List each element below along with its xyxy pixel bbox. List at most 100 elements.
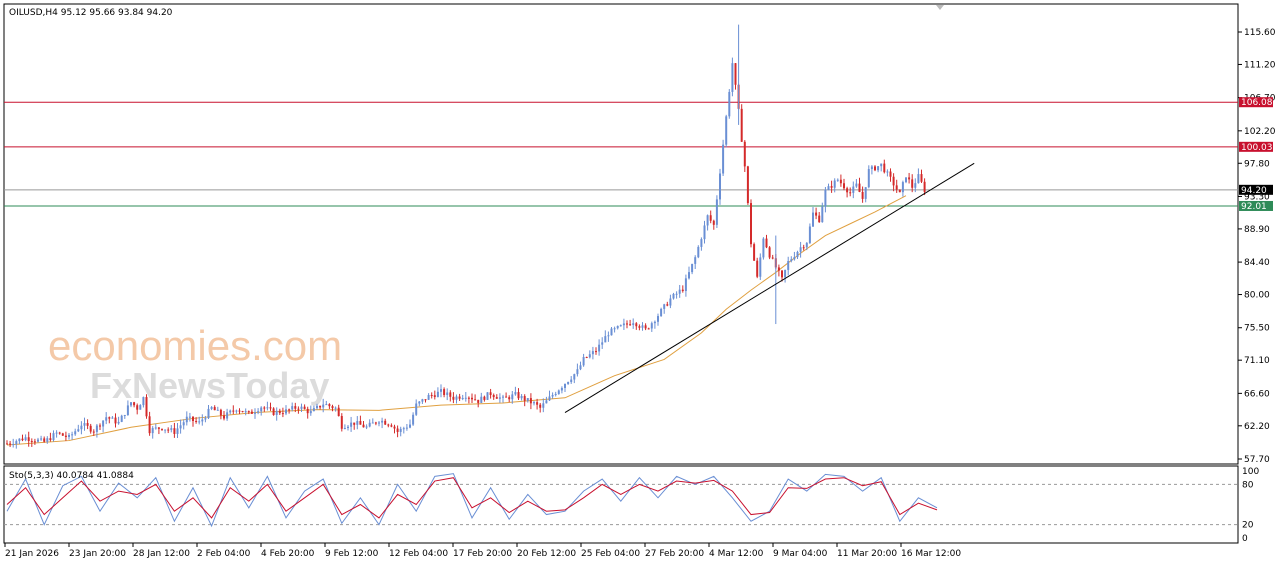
- horizontal-levels: [4, 101, 1238, 207]
- candle-body: [672, 293, 675, 299]
- candle-body: [619, 325, 622, 327]
- candle-body: [6, 443, 8, 445]
- candle-body: [787, 261, 790, 270]
- candle-body: [712, 220, 715, 225]
- candle-body: [229, 410, 232, 413]
- candle-body: [647, 328, 650, 330]
- candle-body: [675, 293, 678, 295]
- candle-body: [272, 408, 275, 415]
- candle-body: [582, 357, 585, 366]
- candle-body: [898, 189, 901, 193]
- candle-body: [446, 392, 449, 395]
- candle-body: [334, 407, 337, 409]
- candle-body: [337, 407, 340, 417]
- candle-body: [728, 91, 731, 117]
- candle-body: [762, 238, 765, 258]
- candle-body: [142, 397, 145, 406]
- level-tag-bg: [1239, 97, 1273, 108]
- candle-body: [886, 171, 889, 173]
- candle-body: [703, 225, 706, 240]
- time-tick-label: 27 Feb 20:00: [645, 549, 704, 559]
- candle-body: [824, 189, 827, 207]
- candle-body: [201, 419, 204, 422]
- candle-body: [839, 179, 842, 184]
- candle-body: [846, 188, 849, 193]
- candle-body: [312, 408, 315, 412]
- candle-body: [464, 397, 467, 399]
- candle-body: [613, 328, 616, 330]
- time-tick-label: 4 Feb 20:00: [261, 549, 315, 559]
- candle-body: [548, 396, 551, 401]
- stoch-label: Sto(5,3,3) 40.0784 41.0884: [9, 471, 134, 481]
- candle-body: [424, 399, 427, 401]
- candle-body: [622, 323, 625, 326]
- candle-body: [114, 417, 117, 424]
- candle-body: [294, 406, 297, 409]
- candle-body: [365, 426, 368, 428]
- candle-body: [706, 215, 709, 226]
- candle-body: [480, 396, 483, 403]
- candle-body: [167, 429, 170, 431]
- candle-body: [595, 351, 597, 353]
- candlesticks: [6, 24, 926, 449]
- candle-body: [492, 394, 495, 398]
- candle-body: [567, 381, 570, 384]
- candle-body: [285, 409, 287, 414]
- candle-body: [743, 141, 746, 167]
- candle-body: [591, 351, 594, 355]
- time-tick-label: 17 Feb 20:00: [453, 549, 512, 559]
- level-tag-label: 100.03: [1241, 143, 1273, 153]
- candle-body: [30, 441, 33, 443]
- candle-body: [145, 397, 148, 417]
- time-tick-label: 28 Jan 12:00: [133, 549, 190, 559]
- candle-body: [802, 247, 805, 249]
- candle-body: [880, 163, 883, 167]
- candle-body: [626, 323, 628, 325]
- candle-body: [139, 405, 142, 410]
- candle-body: [52, 433, 55, 441]
- candle-body: [458, 396, 461, 399]
- candle-body: [9, 443, 12, 445]
- candle-body: [663, 304, 666, 309]
- candle-body: [402, 428, 405, 430]
- candle-body: [771, 257, 774, 259]
- candle-body: [359, 421, 362, 425]
- trendline: [564, 162, 975, 413]
- candle-body: [440, 389, 442, 392]
- candle-body: [560, 387, 563, 391]
- candle-body: [15, 441, 18, 445]
- candle-body: [223, 415, 225, 419]
- candle-body: [170, 428, 173, 430]
- candle-body: [700, 239, 703, 247]
- candle-body: [554, 393, 557, 396]
- candle-body: [756, 260, 759, 277]
- candle-body: [378, 422, 380, 424]
- candle-body: [495, 397, 498, 399]
- candle-body: [585, 357, 588, 359]
- candle-body: [923, 181, 926, 192]
- candle-body: [722, 144, 725, 174]
- candle-body: [12, 444, 15, 446]
- time-tick-label: 16 Mar 12:00: [901, 549, 961, 559]
- time-tick-label: 23 Jan 20:00: [69, 549, 126, 559]
- candle-body: [861, 191, 864, 199]
- candle-body: [257, 411, 260, 413]
- candle-body: [474, 399, 477, 401]
- candle-body: [833, 180, 836, 188]
- candle-body: [895, 185, 898, 190]
- candle-body: [43, 438, 46, 442]
- candle-body: [610, 328, 613, 336]
- candle-body: [371, 422, 374, 424]
- candle-body: [821, 206, 824, 223]
- candle-body: [130, 402, 132, 406]
- candle-body: [303, 406, 306, 409]
- candle-body: [120, 415, 123, 422]
- time-tick-label: 9 Feb 12:00: [325, 549, 379, 559]
- candle-body: [650, 323, 653, 329]
- level-tag-bg: [1239, 141, 1273, 152]
- candle-body: [529, 398, 532, 404]
- candle-body: [393, 426, 396, 429]
- stochastic-indicator: 100 80 20 0: [4, 467, 1259, 544]
- candle-body: [219, 409, 222, 416]
- time-axis: 21 Jan 2026 23 Jan 20:00 28 Jan 12:00 2 Feb…: [4, 543, 961, 559]
